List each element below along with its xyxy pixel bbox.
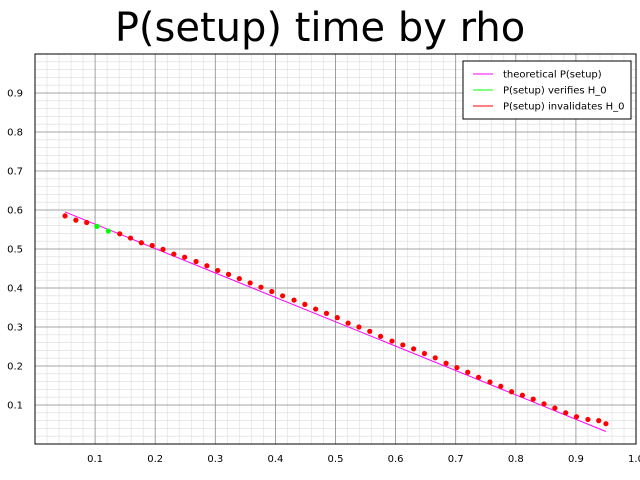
invalidates-point [356, 324, 362, 330]
invalidates-point [313, 306, 319, 312]
x-tick-label: 0.1 [87, 454, 103, 465]
invalidates-point [280, 293, 286, 299]
legend: theoretical P(setup) P(setup) verifies H_… [462, 60, 632, 120]
legend-label: P(setup) verifies H_0 [503, 86, 607, 97]
invalidates-point [411, 346, 417, 352]
y-tick-label: 0.1 [7, 401, 23, 412]
invalidates-point [323, 310, 330, 316]
y-tick-label: 0.3 [7, 323, 23, 334]
invalidates-point [454, 364, 460, 371]
x-tick-label: 0.3 [207, 454, 223, 465]
invalidates-point [149, 242, 155, 249]
invalidates-point [377, 333, 384, 339]
x-tick-label: 0.2 [147, 454, 163, 465]
invalidates-point [345, 320, 351, 326]
y-tick-label: 0.9 [7, 89, 23, 100]
grid-major [35, 54, 636, 444]
invalidates-point [552, 405, 558, 411]
invalidates-point [171, 251, 177, 257]
invalidates-point [443, 360, 449, 366]
y-tick-label: 0.8 [7, 128, 23, 139]
invalidates-point [508, 389, 515, 395]
invalidates-point [117, 231, 123, 237]
chart-title: P(setup) time by rho [114, 5, 526, 51]
invalidates-point [603, 421, 609, 427]
invalidates-point [530, 396, 536, 402]
x-tick-label: 0.6 [388, 454, 404, 465]
x-tick-label: 1.0 [628, 454, 640, 465]
invalidates-point [193, 258, 199, 265]
invalidates-point [475, 374, 482, 380]
invalidates-point [432, 355, 438, 361]
invalidates-point [236, 276, 242, 282]
y-tick-label: 0.6 [7, 206, 23, 217]
invalidates-point [334, 315, 340, 321]
invalidates-point [138, 240, 144, 246]
invalidates-point [541, 401, 547, 407]
invalidates-point [367, 328, 373, 334]
verifies-point [105, 228, 111, 234]
x-tick-label: 0.5 [328, 454, 344, 465]
invalidates-point [465, 369, 471, 375]
invalidates-point [291, 297, 297, 303]
invalidates-point [389, 338, 395, 344]
invalidates-point [585, 416, 591, 423]
invalidates-point [84, 219, 90, 226]
y-tick-label: 0.7 [7, 167, 23, 178]
verifies-point [94, 223, 100, 229]
invalidates-point [519, 392, 526, 398]
invalidates-point [573, 414, 580, 420]
invalidates-point [487, 379, 493, 385]
invalidates-point [421, 350, 428, 357]
y-tick-label: 0.5 [7, 245, 23, 256]
plot-frame [34, 53, 637, 445]
invalidates-point [400, 342, 406, 348]
invalidates-point [596, 418, 602, 424]
legend-label: theoretical P(setup) [503, 70, 602, 81]
invalidates-point [247, 280, 253, 286]
invalidates-point [302, 301, 308, 307]
legend-label: P(setup) invalidates H_0 [503, 102, 625, 113]
invalidates-point [215, 267, 221, 274]
x-tick-label: 0.9 [568, 454, 584, 465]
x-tick-label: 0.8 [508, 454, 524, 465]
y-tick-label: 0.4 [7, 284, 23, 295]
invalidates-point [62, 213, 68, 219]
invalidates-point [269, 288, 275, 295]
invalidates-point [563, 410, 569, 416]
invalidates-point [498, 383, 504, 389]
invalidates-point [127, 235, 134, 241]
invalidates-point [73, 217, 79, 223]
series-layer [62, 211, 609, 432]
axis-ticks: 0.1 0.2 0.3 0.4 0.5 0.6 0.7 0.8 0.9 1.0 0.1 0.2 0.3 0… [7, 89, 640, 466]
invalidates-point [182, 254, 188, 260]
y-tick-label: 0.2 [7, 362, 23, 373]
x-tick-label: 0.7 [448, 454, 464, 465]
x-tick-label: 0.4 [267, 454, 283, 465]
invalidates-point [160, 246, 166, 252]
invalidates-point [258, 284, 264, 290]
theoretical-line [64, 211, 607, 432]
invalidates-point [225, 271, 232, 277]
invalidates-point [204, 263, 210, 269]
